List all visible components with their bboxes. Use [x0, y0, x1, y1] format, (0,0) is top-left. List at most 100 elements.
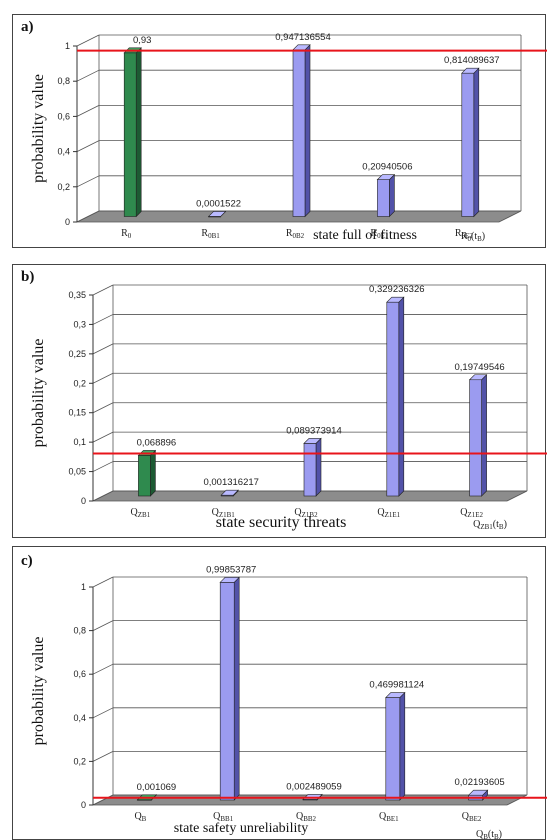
y-tick-label: 0,6 — [57, 111, 70, 121]
panel-letter: a) — [21, 19, 34, 35]
gridline-side — [76, 69, 100, 82]
x-tick-label: R0B2 — [286, 228, 305, 240]
x-tick-label: QZ1B2 — [294, 507, 318, 519]
bar-top — [219, 577, 240, 583]
bar-top — [386, 296, 405, 303]
y-tick-label: 0,4 — [57, 147, 70, 157]
data-label: 0,001316217 — [203, 477, 258, 488]
y-tick-label: 0,05 — [68, 467, 86, 477]
x-axis-suffix: QB(tB) — [476, 829, 502, 840]
data-label: 0,068896 — [137, 437, 177, 448]
gridline-side — [92, 490, 114, 502]
gridline-side — [92, 402, 114, 414]
gridline-side — [92, 794, 114, 806]
bar-side — [399, 691, 406, 801]
y-tick-label: 0,2 — [73, 756, 86, 766]
x-tick-label: R0 — [121, 228, 132, 240]
data-label: 0,0001522 — [196, 198, 241, 209]
bar-top — [467, 789, 489, 796]
bar — [377, 179, 390, 217]
y-tick-label: 0,2 — [57, 182, 70, 192]
data-label: 0,089373914 — [286, 425, 341, 436]
chart-panel-c: 0 0,2 0,4 0,6 0,8 1 0,001069 QB 0,99853787 QBB1 0,… — [12, 546, 547, 840]
bar-top — [220, 489, 239, 496]
gridline-side — [92, 620, 114, 631]
bar — [138, 455, 151, 497]
x-axis-title: state security threats — [216, 514, 347, 531]
data-label: 0,469981124 — [369, 680, 424, 691]
x-tick-label: QZB1 — [131, 507, 151, 519]
data-label: 0,20940506 — [362, 162, 412, 173]
gridline-side — [92, 372, 114, 384]
y-tick-label: 0,8 — [57, 76, 70, 86]
bar-side — [473, 67, 480, 218]
y-axis-title: probability value — [30, 74, 47, 183]
y-tick-label: 1 — [81, 582, 86, 592]
bar-top — [468, 374, 488, 381]
bar-top — [207, 211, 227, 217]
y-tick-label: 0,4 — [73, 713, 86, 723]
gridline-side — [92, 751, 114, 762]
x-tick-label: QBE2 — [462, 811, 482, 823]
gridline-side — [92, 461, 114, 472]
y-tick-label: 0 — [65, 217, 70, 227]
y-tick-label: 0,1 — [73, 437, 86, 447]
gridline-side — [92, 576, 114, 588]
data-label: 0,93 — [133, 35, 152, 46]
x-tick-label: QBE1 — [379, 811, 399, 823]
data-label: 0,001069 — [137, 782, 177, 793]
data-label: 0,947136554 — [275, 32, 330, 43]
chart-c-svg: 0 0,2 0,4 0,6 0,8 1 0,001069 QB 0,99853787 QBB1 0,… — [21, 553, 547, 840]
x-tick-label: QBB1 — [213, 811, 234, 823]
y-tick-label: 0 — [81, 496, 86, 506]
y-tick-label: 0,3 — [73, 319, 86, 329]
gridline-side — [76, 105, 100, 117]
panel-letter: b) — [21, 269, 34, 285]
gridline-side — [92, 314, 114, 325]
y-tick-label: 0 — [81, 800, 86, 810]
data-label: 0,99853787 — [206, 564, 256, 575]
x-tick-label: R0E2 — [455, 228, 473, 240]
x-tick-label: QZ1E2 — [460, 507, 483, 519]
bar-side — [315, 437, 322, 497]
x-tick-label: R0B1 — [201, 228, 220, 240]
y-axis-title: probability value — [30, 339, 47, 448]
bar — [461, 72, 475, 217]
panel-letter: c) — [21, 553, 33, 569]
bar-side — [389, 173, 395, 218]
bar-side — [304, 44, 311, 218]
bar-side — [398, 296, 405, 497]
bar — [386, 301, 400, 497]
bar — [219, 582, 235, 801]
gridline-side — [92, 284, 114, 296]
gridline-side — [76, 210, 100, 223]
bar — [123, 52, 137, 217]
y-axis-title: probability value — [30, 637, 47, 746]
x-tick-label: QB — [134, 811, 146, 823]
bar-side — [150, 449, 156, 497]
chart-b-svg: 0 0,05 0,1 0,15 0,2 0,25 0,3 0,35 0,068896 QZB1 0,… — [21, 269, 547, 531]
data-label: 0,329236326 — [369, 284, 424, 295]
data-label: 0,02193605 — [454, 777, 504, 788]
x-axis-title: state safety unreliability — [174, 821, 309, 836]
x-tick-label: QZ1E1 — [377, 507, 400, 519]
y-tick-label: 1 — [65, 41, 70, 51]
bar — [303, 443, 317, 497]
y-tick-label: 0,35 — [68, 290, 86, 300]
data-label: 0,19749546 — [454, 362, 504, 373]
bar-top — [376, 174, 396, 180]
gridline-side — [92, 663, 114, 675]
x-tick-label: QZ1B1 — [212, 507, 236, 519]
bar — [385, 697, 401, 801]
gridline-side — [92, 343, 114, 355]
y-tick-label: 0,6 — [73, 669, 86, 679]
gridline-side — [76, 140, 100, 152]
x-tick-label: R0E1 — [370, 228, 388, 240]
gridline-side — [76, 34, 100, 47]
bar-side — [481, 374, 487, 497]
bar-top — [461, 67, 480, 74]
x-axis-title: state full of fitness — [313, 228, 417, 243]
y-tick-label: 0,8 — [73, 626, 86, 636]
bar-top — [303, 438, 322, 444]
gridline-side — [92, 431, 114, 443]
